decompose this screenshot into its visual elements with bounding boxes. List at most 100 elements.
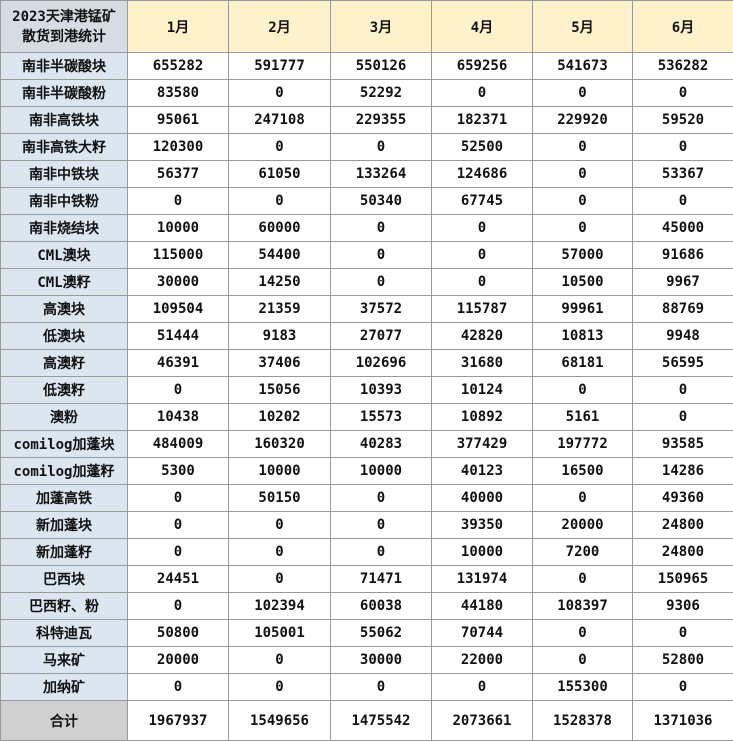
cell: 9306 — [633, 593, 733, 620]
total-cell: 1475542 — [331, 701, 432, 741]
corner-line: 散货到港统计 — [1, 27, 127, 47]
cell: 0 — [229, 674, 331, 701]
cell: 0 — [432, 242, 533, 269]
cell: 24800 — [633, 512, 733, 539]
row-label: comilog加蓬籽 — [1, 458, 128, 485]
cell: 10438 — [128, 404, 229, 431]
cell: 0 — [128, 593, 229, 620]
cell: 10000 — [229, 458, 331, 485]
cell: 124686 — [432, 161, 533, 188]
cell: 197772 — [533, 431, 633, 458]
cell: 60038 — [331, 593, 432, 620]
cell: 83580 — [128, 80, 229, 107]
cell: 10000 — [128, 215, 229, 242]
cell: 56377 — [128, 161, 229, 188]
cell: 30000 — [331, 647, 432, 674]
total-cell: 1967937 — [128, 701, 229, 741]
cell: 21359 — [229, 296, 331, 323]
cell: 9183 — [229, 323, 331, 350]
row-label: 新加蓬块 — [1, 512, 128, 539]
row-label: comilog加蓬块 — [1, 431, 128, 458]
cell: 91686 — [633, 242, 733, 269]
cell: 0 — [533, 161, 633, 188]
cell: 0 — [229, 512, 331, 539]
row-label: 南非高铁大籽 — [1, 134, 128, 161]
cell: 536282 — [633, 53, 733, 80]
column-header: 5月 — [533, 1, 633, 53]
cell: 61050 — [229, 161, 331, 188]
cell: 0 — [331, 215, 432, 242]
cell: 88769 — [633, 296, 733, 323]
cell: 45000 — [633, 215, 733, 242]
cell: 109504 — [128, 296, 229, 323]
cell: 31680 — [432, 350, 533, 377]
cell: 229355 — [331, 107, 432, 134]
row-label: 加纳矿 — [1, 674, 128, 701]
cell: 0 — [331, 512, 432, 539]
row-label: 低澳籽 — [1, 377, 128, 404]
cell: 0 — [633, 377, 733, 404]
row-label: 南非烧结块 — [1, 215, 128, 242]
cell: 0 — [633, 134, 733, 161]
column-header: 2月 — [229, 1, 331, 53]
cell: 655282 — [128, 53, 229, 80]
cell: 0 — [229, 566, 331, 593]
cell: 0 — [533, 134, 633, 161]
cell: 10892 — [432, 404, 533, 431]
cell: 131974 — [432, 566, 533, 593]
cell: 229920 — [533, 107, 633, 134]
row-label: 高澳块 — [1, 296, 128, 323]
row-label: 南非中铁块 — [1, 161, 128, 188]
cell: 0 — [229, 188, 331, 215]
cell: 9967 — [633, 269, 733, 296]
cell: 0 — [432, 269, 533, 296]
column-header: 4月 — [432, 1, 533, 53]
cell: 15573 — [331, 404, 432, 431]
cell: 10000 — [432, 539, 533, 566]
cell: 591777 — [229, 53, 331, 80]
cell: 7200 — [533, 539, 633, 566]
cell: 51444 — [128, 323, 229, 350]
cell: 52800 — [633, 647, 733, 674]
total-cell: 2073661 — [432, 701, 533, 741]
row-label: 新加蓬籽 — [1, 539, 128, 566]
row-label: CML澳籽 — [1, 269, 128, 296]
cell: 50340 — [331, 188, 432, 215]
cell: 24800 — [633, 539, 733, 566]
cell: 5161 — [533, 404, 633, 431]
cell: 0 — [331, 269, 432, 296]
column-header: 1月 — [128, 1, 229, 53]
cell: 0 — [229, 539, 331, 566]
cell: 15056 — [229, 377, 331, 404]
cell: 52500 — [432, 134, 533, 161]
cell: 0 — [128, 674, 229, 701]
cell: 0 — [633, 80, 733, 107]
cell: 0 — [331, 539, 432, 566]
cell: 247108 — [229, 107, 331, 134]
cell: 70744 — [432, 620, 533, 647]
cell: 39350 — [432, 512, 533, 539]
cell: 5300 — [128, 458, 229, 485]
cell: 0 — [533, 485, 633, 512]
cell: 0 — [128, 539, 229, 566]
cell: 0 — [128, 485, 229, 512]
cell: 20000 — [128, 647, 229, 674]
corner-line: 2023天津港锰矿 — [1, 7, 127, 27]
cell: 50800 — [128, 620, 229, 647]
cell: 40000 — [432, 485, 533, 512]
cell: 24451 — [128, 566, 229, 593]
cell: 0 — [533, 377, 633, 404]
cell: 0 — [229, 134, 331, 161]
cell: 0 — [128, 512, 229, 539]
total-cell: 1549656 — [229, 701, 331, 741]
row-label: 南非中铁粉 — [1, 188, 128, 215]
cell: 57000 — [533, 242, 633, 269]
